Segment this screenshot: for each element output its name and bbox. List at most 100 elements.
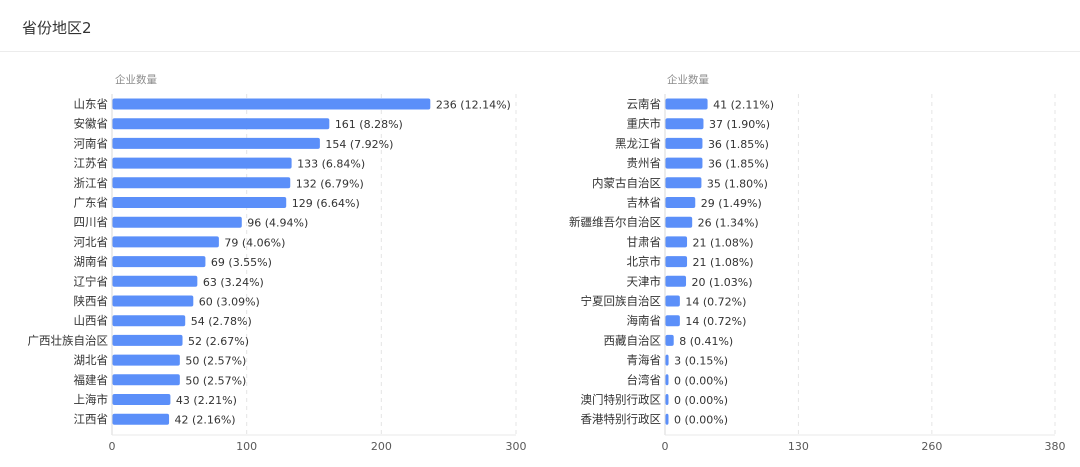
category-label: 北京市 — [627, 255, 662, 269]
bar — [112, 177, 291, 189]
axis-title: 企业数量 — [667, 73, 709, 86]
x-tick-label: 0 — [109, 440, 116, 453]
bar — [112, 137, 320, 149]
category-label: 贵州省 — [627, 156, 662, 170]
category-label: 西藏自治区 — [604, 333, 662, 347]
data-label: 69 (3.55%) — [211, 256, 272, 269]
category-label: 辽宁省 — [74, 274, 109, 288]
bar — [112, 315, 186, 327]
data-label: 14 (0.72%) — [685, 315, 746, 328]
data-label: 54 (2.78%) — [191, 315, 252, 328]
bar — [112, 256, 206, 268]
bar — [112, 275, 198, 287]
category-label: 海南省 — [627, 314, 662, 328]
data-label: 129 (6.64%) — [292, 197, 360, 210]
category-label: 天津市 — [627, 274, 662, 288]
data-label: 3 (0.15%) — [674, 355, 728, 368]
data-label: 52 (2.67%) — [188, 335, 249, 348]
data-label: 20 (1.03%) — [692, 276, 753, 289]
category-label: 青海省 — [627, 353, 662, 367]
category-label: 内蒙古自治区 — [592, 176, 661, 190]
category-label: 香港特别行政区 — [581, 412, 662, 426]
category-label: 澳门特别行政区 — [581, 393, 662, 407]
category-label: 甘肃省 — [627, 235, 662, 249]
bar — [665, 295, 680, 307]
data-label: 60 (3.09%) — [199, 296, 260, 309]
x-tick-label: 0 — [662, 440, 669, 453]
category-label: 安徽省 — [74, 117, 109, 131]
bar — [665, 275, 687, 287]
bar — [112, 118, 330, 130]
bar — [112, 157, 292, 169]
x-tick-label: 260 — [921, 440, 942, 453]
bar — [665, 394, 669, 405]
data-label: 0 (0.00%) — [674, 374, 728, 387]
category-label: 吉林省 — [627, 196, 662, 210]
data-label: 36 (1.85%) — [708, 138, 769, 151]
bar — [665, 137, 703, 149]
x-tick-label: 380 — [1045, 440, 1066, 453]
category-label: 宁夏回族自治区 — [581, 294, 662, 308]
category-label: 山东省 — [74, 97, 109, 111]
data-label: 42 (2.16%) — [175, 414, 236, 427]
category-label: 黑龙江省 — [615, 136, 661, 150]
data-label: 8 (0.41%) — [679, 335, 733, 348]
data-label: 79 (4.06%) — [224, 236, 285, 249]
category-label: 河南省 — [74, 136, 109, 150]
bar — [665, 334, 674, 346]
category-label: 江西省 — [74, 412, 109, 426]
x-tick-label: 130 — [788, 440, 809, 453]
bar — [665, 315, 680, 327]
category-label: 新疆维吾尔自治区 — [569, 215, 661, 229]
bar — [112, 354, 180, 366]
category-label: 江苏省 — [74, 156, 109, 170]
data-label: 96 (4.94%) — [247, 217, 308, 230]
data-label: 37 (1.90%) — [709, 118, 770, 131]
category-label: 四川省 — [74, 215, 109, 229]
bar — [112, 413, 170, 425]
bar — [665, 354, 669, 366]
bar — [665, 157, 703, 169]
data-label: 35 (1.80%) — [707, 177, 768, 190]
category-label: 山西省 — [74, 314, 109, 328]
category-label: 上海市 — [74, 393, 109, 407]
x-tick-label: 300 — [506, 440, 527, 453]
data-label: 29 (1.49%) — [701, 197, 762, 210]
data-label: 133 (6.84%) — [297, 158, 365, 171]
bar — [665, 98, 708, 110]
data-label: 236 (12.14%) — [436, 99, 511, 112]
category-label: 湖北省 — [74, 353, 109, 367]
bar — [112, 216, 242, 228]
x-tick-label: 100 — [236, 440, 257, 453]
bar — [665, 413, 669, 425]
bar — [665, 216, 693, 228]
data-label: 21 (1.08%) — [693, 236, 754, 249]
category-label: 云南省 — [627, 97, 662, 111]
data-label: 161 (8.28%) — [335, 118, 403, 131]
category-label: 广东省 — [74, 196, 109, 210]
data-label: 36 (1.85%) — [708, 158, 769, 171]
axis-title: 企业数量 — [115, 73, 157, 86]
data-label: 0 (0.00%) — [674, 394, 728, 407]
data-label: 0 (0.00%) — [674, 414, 728, 427]
bar — [112, 197, 287, 208]
data-label: 41 (2.11%) — [713, 99, 774, 112]
bar — [112, 374, 180, 386]
data-label: 154 (7.92%) — [325, 138, 393, 151]
bar — [665, 256, 688, 268]
data-label: 132 (6.79%) — [296, 177, 364, 190]
bar — [665, 118, 704, 130]
data-label: 21 (1.08%) — [693, 256, 754, 269]
data-label: 63 (3.24%) — [203, 276, 264, 289]
page-title: 省份地区2 — [22, 19, 92, 37]
bar — [112, 334, 183, 346]
category-label: 重庆市 — [627, 117, 662, 131]
page-header: 省份地区2 — [0, 0, 1080, 52]
bar — [112, 295, 194, 307]
bar — [665, 197, 696, 208]
bar — [112, 98, 431, 110]
category-label: 广西壮族自治区 — [28, 333, 109, 347]
data-label: 50 (2.57%) — [185, 355, 246, 368]
bar-charts: 企业数量 0 100 200 300 山东省 236 (12.14%) 安徽省 161 (8.2… — [28, 73, 1066, 453]
data-label: 26 (1.34%) — [698, 217, 759, 230]
